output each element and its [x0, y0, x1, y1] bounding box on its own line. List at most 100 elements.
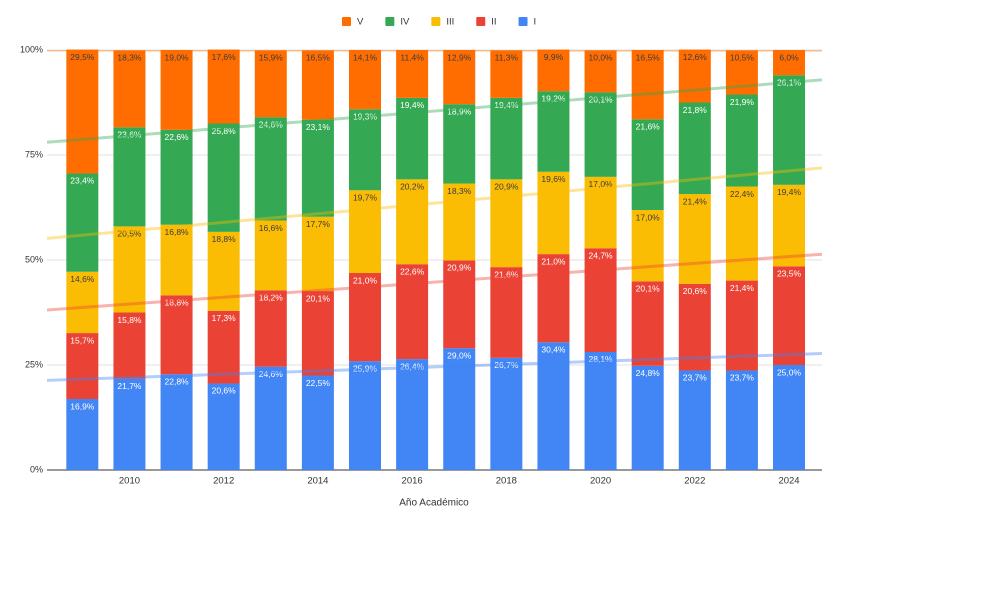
- data-label: 22,5%: [306, 378, 331, 388]
- x-tick-label: 2014: [307, 476, 328, 487]
- legend-label: I: [534, 17, 537, 28]
- data-label: 19,4%: [400, 100, 425, 110]
- legend-marker: [519, 17, 528, 26]
- data-label: 12,6%: [683, 52, 708, 62]
- data-label: 21,9%: [730, 97, 755, 107]
- bar-segment: [443, 260, 475, 348]
- data-label: 24,7%: [589, 250, 614, 260]
- x-tick-label: 2010: [119, 476, 140, 487]
- bar-segment: [161, 374, 193, 470]
- data-label: 16,6%: [259, 223, 284, 233]
- data-label: 14,6%: [70, 274, 95, 284]
- bar-segment: [113, 379, 145, 470]
- bar-segment: [537, 254, 569, 342]
- data-label: 21,8%: [683, 105, 708, 115]
- bar-segment: [585, 248, 617, 352]
- data-label: 16,9%: [70, 401, 95, 411]
- legend-label: II: [491, 17, 496, 28]
- legend-marker: [385, 17, 394, 26]
- data-label: 16,5%: [636, 52, 661, 62]
- data-label: 18,3%: [117, 53, 142, 63]
- legend-label: IV: [400, 17, 410, 28]
- bar-segment: [161, 130, 193, 225]
- bar-segment: [349, 361, 381, 470]
- bar-segment: [208, 124, 240, 232]
- data-label: 21,4%: [730, 283, 755, 293]
- data-label: 24,8%: [636, 368, 661, 378]
- data-label: 23,7%: [730, 373, 755, 383]
- data-label: 22,8%: [165, 376, 190, 386]
- bar-segment: [490, 179, 522, 267]
- data-label: 10,0%: [589, 53, 614, 63]
- bar-segment: [302, 120, 334, 217]
- data-label: 17,6%: [212, 52, 237, 62]
- bar-segment: [773, 266, 805, 365]
- data-label: 23,1%: [306, 122, 331, 132]
- data-label: 17,0%: [636, 212, 661, 222]
- bar-segment: [490, 267, 522, 358]
- data-label: 10,5%: [730, 53, 755, 63]
- bar-segment: [66, 50, 98, 174]
- y-tick-label: 100%: [20, 44, 43, 54]
- x-tick-label: 2018: [496, 476, 517, 487]
- data-label: 29,5%: [70, 52, 95, 62]
- legend-marker: [342, 17, 351, 26]
- x-tick-label: 2012: [213, 476, 234, 487]
- data-label: 11,3%: [495, 53, 519, 63]
- bar-segment: [632, 366, 664, 470]
- data-label: 17,7%: [306, 219, 331, 229]
- bar-segment: [208, 383, 240, 470]
- legend-marker: [431, 17, 440, 26]
- legend-marker: [476, 17, 485, 26]
- data-label: 20,9%: [494, 182, 519, 192]
- bar-segment: [490, 358, 522, 470]
- data-label: 18,8%: [212, 234, 237, 244]
- data-label: 9,9%: [544, 52, 564, 62]
- data-label: 15,7%: [70, 335, 95, 345]
- bar-segment: [537, 172, 569, 254]
- bar-segment: [302, 376, 334, 471]
- data-label: 25,0%: [777, 367, 802, 377]
- bar-segment: [726, 187, 758, 281]
- data-label: 21,6%: [636, 122, 661, 132]
- data-label: 15,8%: [117, 315, 142, 325]
- data-label: 20,9%: [447, 263, 472, 273]
- data-label: 22,6%: [400, 266, 425, 276]
- x-tick-label: 2016: [402, 476, 423, 487]
- data-label: 22,4%: [730, 189, 755, 199]
- data-label: 19,4%: [777, 187, 802, 197]
- bar-segment: [632, 281, 664, 365]
- data-label: 19,6%: [541, 174, 566, 184]
- data-label: 20,2%: [400, 182, 425, 192]
- bar-segment: [396, 179, 428, 264]
- bar-segment: [349, 190, 381, 273]
- bar-segment: [302, 291, 334, 375]
- data-label: 21,7%: [117, 381, 142, 391]
- x-tick-label: 2022: [684, 476, 705, 487]
- legend-label: III: [446, 17, 454, 28]
- bar-segment: [773, 365, 805, 470]
- data-label: 19,0%: [165, 52, 190, 62]
- bar-segment: [66, 173, 98, 271]
- bar-segment: [255, 367, 287, 470]
- data-label: 17,3%: [212, 313, 237, 323]
- data-label: 11,4%: [400, 52, 424, 62]
- y-tick-label: 75%: [25, 149, 43, 159]
- data-label: 20,1%: [636, 284, 661, 294]
- data-label: 20,1%: [306, 293, 331, 303]
- bar-segment: [396, 264, 428, 359]
- y-tick-label: 25%: [25, 359, 43, 369]
- data-label: 20,6%: [683, 286, 708, 296]
- bar-segment: [396, 359, 428, 470]
- data-label: 6,0%: [779, 52, 799, 62]
- x-tick-label: 2020: [590, 476, 611, 487]
- x-tick-label: 2024: [778, 476, 799, 487]
- data-label: 30,4%: [541, 345, 566, 355]
- data-label: 23,7%: [683, 373, 708, 383]
- y-tick-label: 50%: [25, 254, 43, 264]
- bar-segment: [632, 119, 664, 210]
- data-label: 23,5%: [777, 269, 802, 279]
- data-label: 12,9%: [447, 52, 472, 62]
- data-label: 14,1%: [353, 52, 378, 62]
